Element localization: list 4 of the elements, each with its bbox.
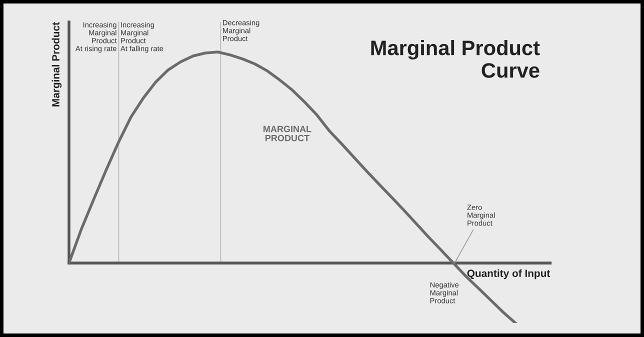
series-label: MARGINAL PRODUCT [264,126,312,142]
chart-title: Marginal Product Curve [371,40,540,78]
y-axis-title: Marginal Product [52,22,62,106]
x-axis-title: Quantity of Input [467,269,550,280]
